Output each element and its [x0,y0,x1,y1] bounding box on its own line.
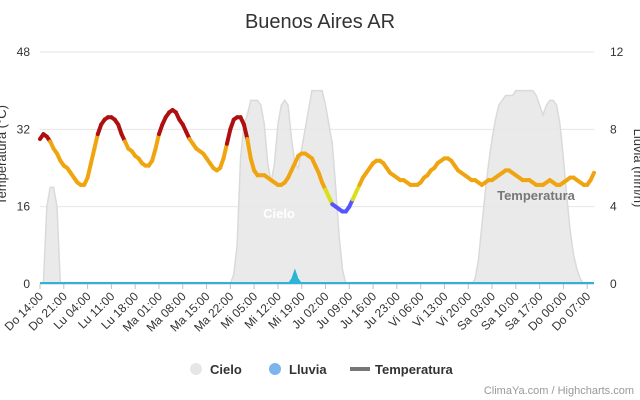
temperatura-segment [248,156,257,173]
left-tick-label: 16 [17,200,31,214]
legend: Cielo Lluvia Temperatura [190,362,454,377]
right-axis-title: Lluvia (mm/h) [631,129,640,208]
temperatura-segment [245,137,253,161]
right-tick-label: 0 [610,277,617,291]
left-tick-label: 48 [17,45,31,59]
legend-item-temperatura[interactable]: Temperatura [350,362,454,377]
left-axis-title: Temperatura (°C) [0,105,9,205]
temperatura-segment [241,122,250,141]
temperatura-segment [88,146,97,166]
legend-symbol-temperatura [350,367,370,371]
legend-label-temperatura: Temperatura [375,362,454,377]
cielo-label: Cielo [263,206,295,221]
right-tick-label: 8 [610,122,617,136]
temperatura-segment [588,170,596,183]
temperatura-line [38,108,596,214]
temperatura-segment [153,132,161,151]
temperatura-segment [150,146,158,163]
legend-label-lluvia: Lluvia [289,362,327,377]
right-tick-label: 4 [610,200,617,214]
temperatura-segment [92,132,100,151]
temperatura-segment [85,161,93,180]
legend-item-lluvia[interactable]: Lluvia [269,362,327,377]
temperatura-segment [224,127,233,146]
chart-title: Buenos Aires AR [245,11,395,33]
right-axis-ticks: 0 4 8 12 [610,45,624,291]
temperatura-segment [221,141,229,161]
credits[interactable]: ClimaYa.com / Highcharts.com [484,385,634,397]
lluvia-area [40,268,594,284]
left-axis-ticks: 0 16 32 48 [17,45,31,291]
right-tick-label: 12 [610,45,624,59]
left-tick-label: 0 [23,277,30,291]
temperatura-label: Temperatura [497,188,576,203]
legend-label-cielo: Cielo [210,362,242,377]
legend-symbol-cielo [190,363,202,375]
legend-symbol-lluvia [269,363,281,375]
legend-item-cielo[interactable]: Cielo [190,362,242,377]
left-tick-label: 32 [17,122,31,136]
